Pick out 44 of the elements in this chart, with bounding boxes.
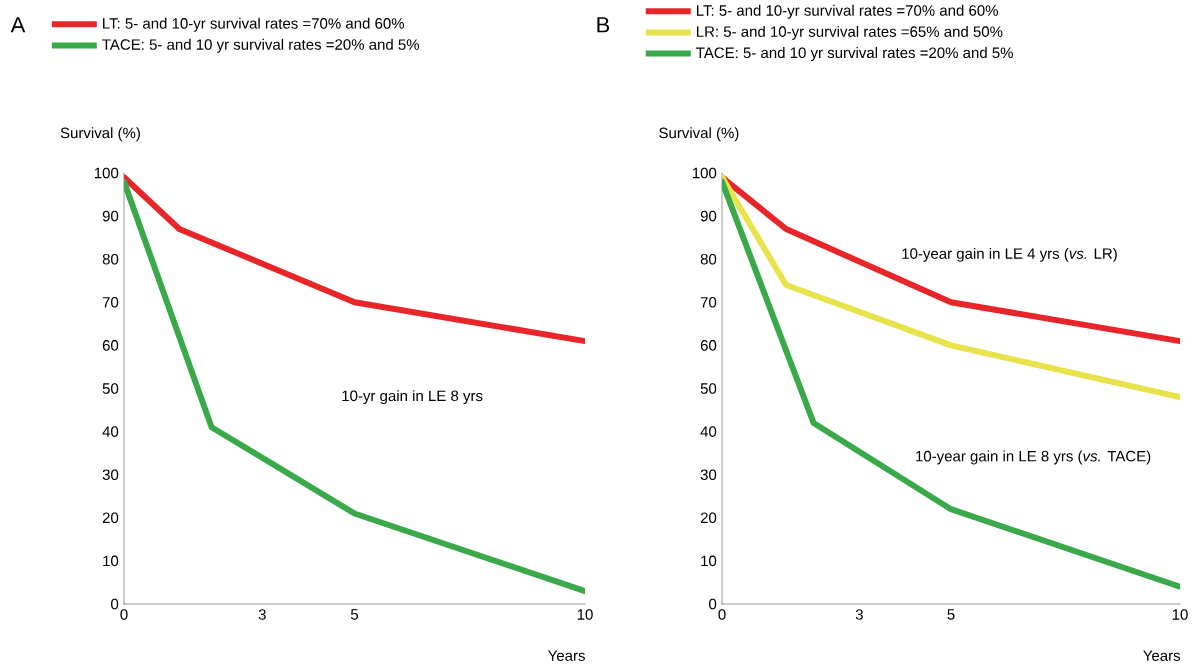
chart-title: B [597,17,610,33]
y-tick-label: 20 [700,512,717,524]
y-tick-label: 30 [700,469,717,480]
y-tick-label: 70 [700,296,717,308]
legend-label: TACE: 5- and 10 yr survival rates =20% and 5% [102,38,420,53]
x-tick-label: 0 [718,609,726,620]
y-tick-label: 50 [102,383,119,394]
x-tick-label: 0 [120,609,128,620]
legend-label: LR: 5- and 10-yr survival rates =65% and 50% [696,25,1003,40]
x-tick-label: 10 [1172,609,1188,620]
y-tick-label: 0 [709,598,717,610]
y-axis-title: Survival (%) [60,127,140,142]
y-tick-label: 100 [94,167,119,179]
y-tick-label: 30 [102,469,119,480]
legend-label: LT: 5- and 10-yr survival rates =70% and 60% [103,17,405,32]
chart-title: A [10,17,26,33]
y-tick-label: 90 [102,210,119,222]
y-tick-label: 80 [102,253,119,265]
y-tick-label: 80 [700,253,717,265]
y-tick-label: 40 [102,426,119,437]
x-tick-label: 10 [577,609,593,620]
y-tick-label: 60 [700,340,717,351]
x-axis-title: Years [1143,650,1181,661]
y-tick-label: 90 [700,210,717,222]
x-tick-label: 5 [350,609,359,620]
y-tick-label: 10 [701,555,717,567]
legend-label: LT: 5- and 10-yr survival rates =70% and 60% [696,4,998,19]
y-tick-label: 60 [102,340,119,351]
y-tick-label: 20 [102,512,119,524]
legend-label: TACE: 5- and 10 yr survival rates =20% and 5% [696,47,1013,62]
annotation: 10-year gain in LE 4 yrs (vs. LR) [902,247,1117,262]
y-tick-label: 100 [692,167,717,179]
y-tick-label: 10 [103,555,119,567]
x-tick-label: 3 [855,609,863,620]
y-tick-label: 40 [700,426,717,437]
x-tick-label: 3 [258,609,266,620]
y-tick-label: 70 [102,296,119,308]
x-axis-title: Years [547,650,585,661]
x-tick-label: 5 [947,609,955,620]
y-tick-label: 50 [700,383,717,394]
y-axis-title: Survival (%) [659,127,739,142]
annotation: 10-yr gain in LE 8 yrs [342,390,483,405]
annotation: 10-year gain in LE 8 yrs (vs. TACE) [916,450,1151,465]
y-tick-label: 0 [111,598,119,610]
